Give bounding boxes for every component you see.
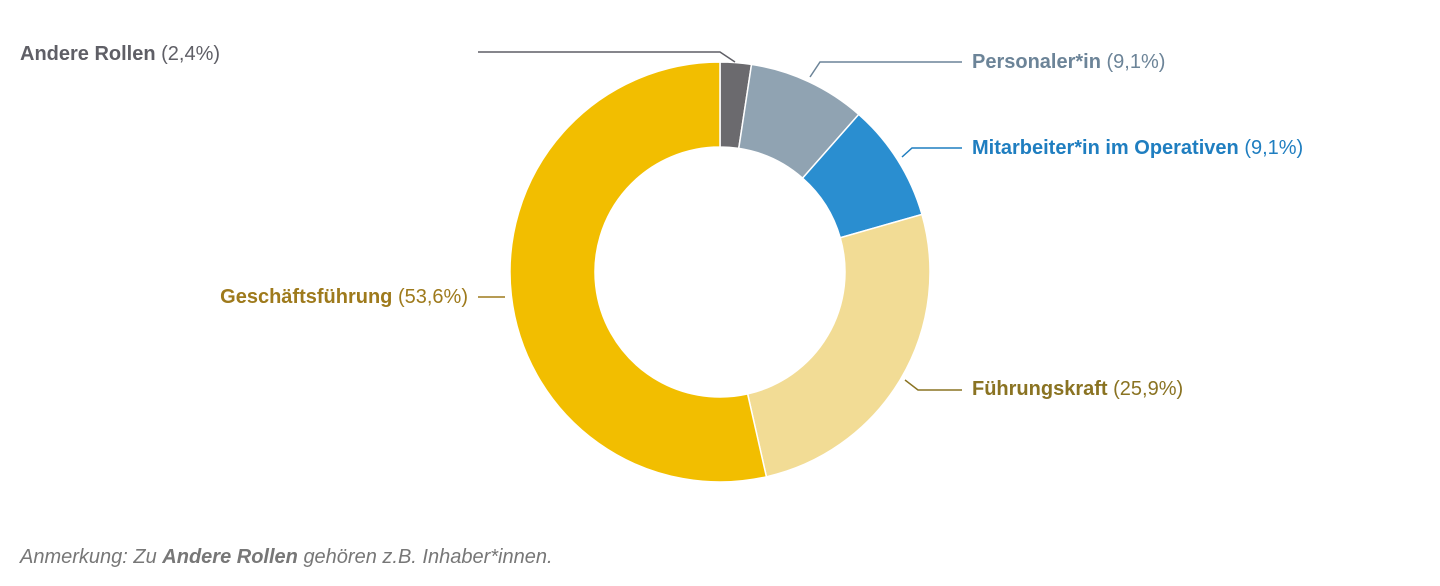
donut-slice bbox=[509, 61, 768, 483]
leader-line bbox=[901, 147, 962, 158]
note-emphasis: Andere Rollen bbox=[161, 546, 298, 568]
leader-line bbox=[478, 51, 736, 63]
slice-label: Mitarbeiter*in im Operativen (9,1%) bbox=[972, 137, 1303, 159]
value-label: (9,1%) bbox=[1107, 51, 1166, 73]
value-label: (9,1%) bbox=[1244, 137, 1303, 159]
value-label: (53,6%) bbox=[398, 286, 468, 308]
category-name: Personaler*in bbox=[972, 51, 1101, 73]
value-label: (25,9%) bbox=[1113, 378, 1183, 400]
slice-label: Andere Rollen (2,4%) bbox=[20, 43, 220, 65]
donut-slice bbox=[746, 213, 931, 478]
value-label: (2,4%) bbox=[161, 43, 220, 65]
note-text: Anmerkung: Zu bbox=[19, 546, 157, 568]
leader-line bbox=[904, 379, 962, 391]
slice-label: Personaler*in (9,1%) bbox=[972, 51, 1165, 73]
category-name: Führungskraft bbox=[972, 378, 1108, 400]
category-name: Geschäftsführung bbox=[220, 286, 392, 308]
note: Anmerkung: Zu Andere Rollen gehören z.B.… bbox=[19, 546, 553, 568]
slice-label: Geschäftsführung (53,6%) bbox=[220, 286, 468, 308]
category-name: Andere Rollen bbox=[20, 43, 156, 65]
slice-label: Führungskraft (25,9%) bbox=[972, 378, 1183, 400]
note-text: gehören z.B. Inhaber*innen. bbox=[303, 546, 552, 568]
leader-line bbox=[809, 61, 962, 78]
category-name: Mitarbeiter*in im Operativen bbox=[972, 137, 1239, 159]
